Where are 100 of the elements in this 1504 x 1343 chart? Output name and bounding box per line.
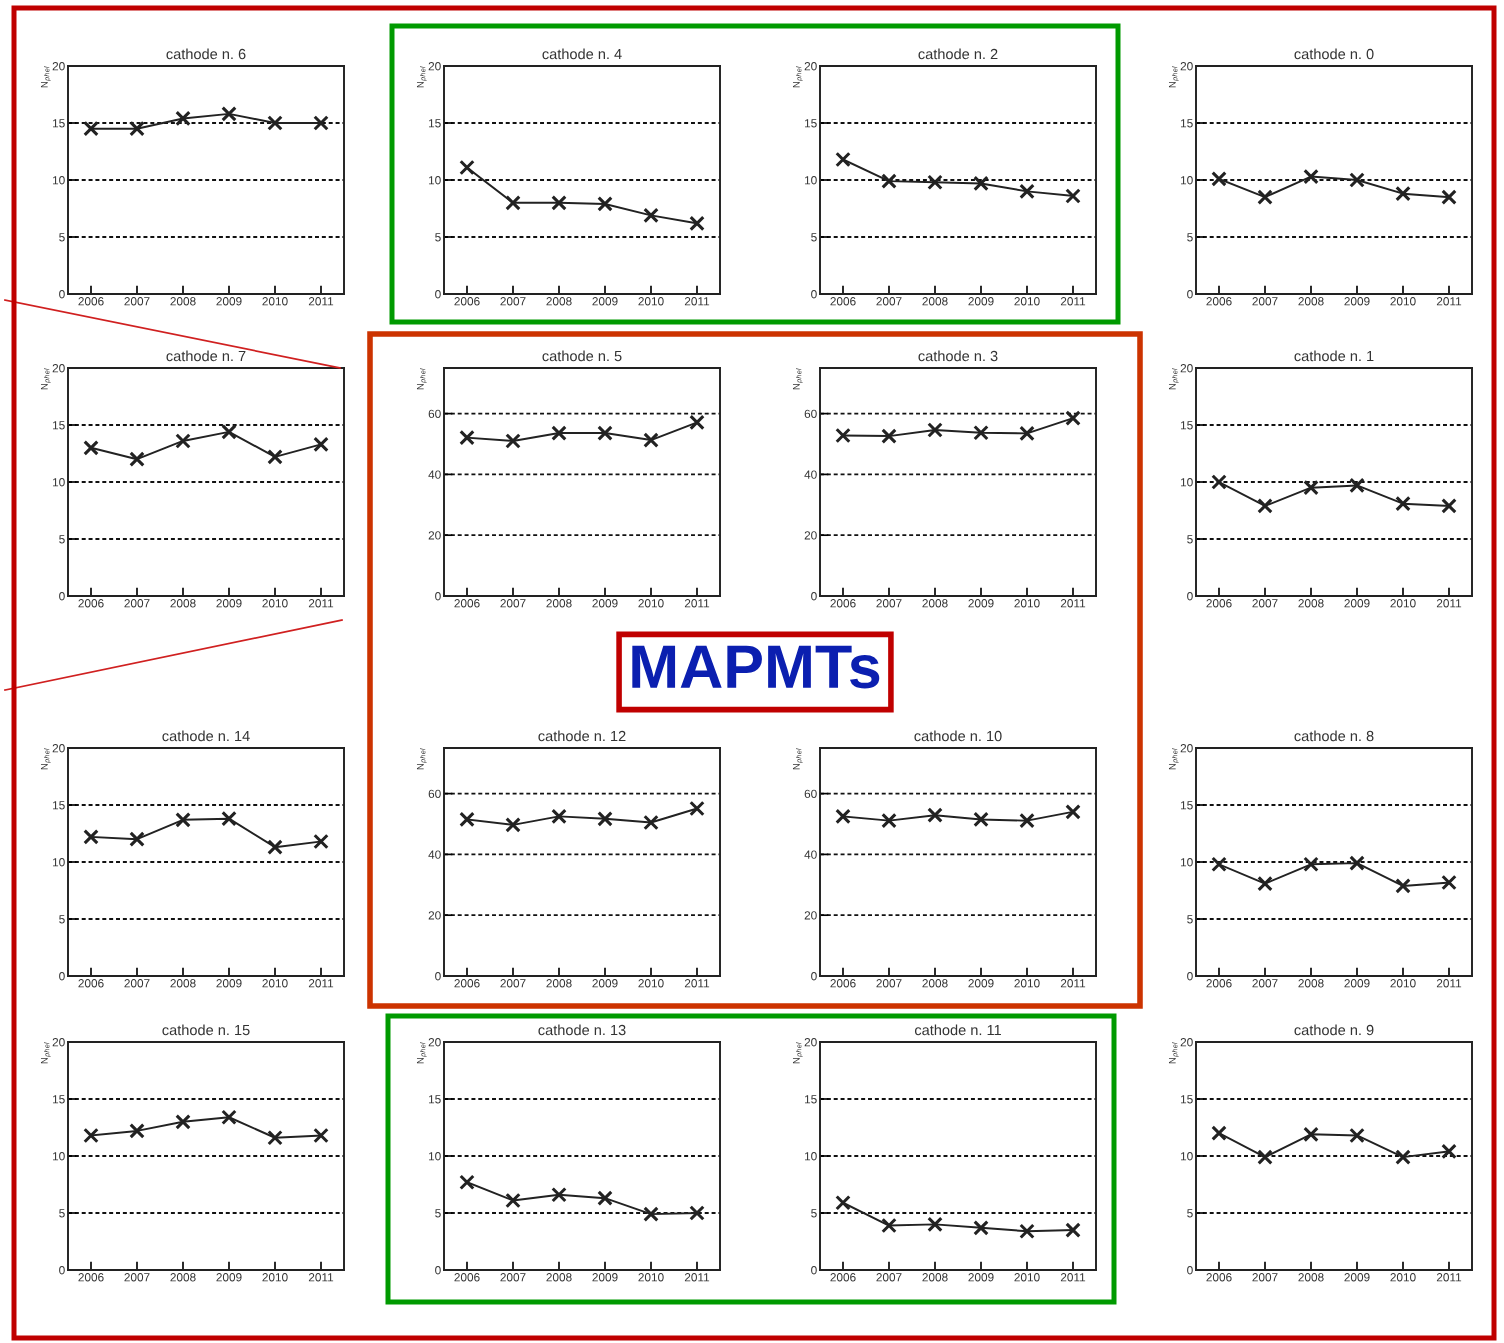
x-tick-label: 2010 bbox=[1014, 1273, 1040, 1282]
point bbox=[1211, 171, 1227, 187]
point bbox=[835, 151, 851, 168]
point bbox=[459, 429, 475, 446]
y-tick-label: 15 bbox=[52, 421, 65, 430]
y-tick-label: 15 bbox=[428, 1095, 441, 1104]
y-tick-label: 5 bbox=[435, 233, 441, 242]
y-tick-label: 20 bbox=[428, 911, 441, 920]
y-axis-title: N$_{phel}$ bbox=[416, 748, 427, 770]
y-axis-title: N$_{phel}$ bbox=[792, 748, 803, 770]
y-tick-label: 40 bbox=[428, 470, 441, 479]
point bbox=[175, 110, 191, 127]
point bbox=[1019, 1223, 1035, 1240]
x-tick-label: 2010 bbox=[1390, 297, 1416, 306]
y-axis-title: N$_{phel}$ bbox=[1168, 1042, 1179, 1064]
point bbox=[1395, 1149, 1411, 1165]
y-tick-label: 0 bbox=[1187, 1266, 1193, 1275]
point bbox=[835, 1194, 851, 1211]
point bbox=[1257, 875, 1273, 892]
x-tick-label: 2008 bbox=[170, 1273, 196, 1282]
point bbox=[597, 425, 613, 441]
chart-title: cathode n. 6 bbox=[166, 48, 246, 60]
x-tick-label: 2008 bbox=[170, 979, 196, 988]
y-tick-label: 10 bbox=[52, 858, 65, 867]
y-tick-label: 10 bbox=[52, 478, 65, 487]
chart-title: cathode n. 9 bbox=[1294, 1024, 1374, 1036]
y-tick-label: 20 bbox=[804, 62, 817, 71]
chart-title: cathode n. 12 bbox=[538, 730, 626, 742]
x-tick-label: 2007 bbox=[500, 599, 526, 608]
point bbox=[459, 1174, 475, 1190]
y-tick-label: 10 bbox=[1180, 858, 1193, 867]
y-axis-title: N$_{phel}$ bbox=[792, 66, 803, 88]
x-tick-label: 2007 bbox=[124, 1273, 150, 1282]
point bbox=[1065, 410, 1081, 426]
x-tick-label: 2006 bbox=[78, 599, 104, 608]
point bbox=[221, 810, 237, 827]
x-tick-label: 2011 bbox=[684, 297, 710, 306]
point bbox=[1303, 856, 1319, 873]
point bbox=[689, 414, 705, 431]
point bbox=[551, 425, 567, 441]
y-tick-label: 15 bbox=[804, 1095, 817, 1104]
x-tick-label: 2006 bbox=[1206, 599, 1232, 608]
y-axis-title: N$_{phel}$ bbox=[40, 368, 51, 390]
y-tick-label: 20 bbox=[428, 531, 441, 540]
point bbox=[267, 1129, 283, 1146]
point bbox=[129, 120, 145, 137]
x-tick-label: 2008 bbox=[922, 1273, 948, 1282]
y-tick-label: 15 bbox=[52, 1095, 65, 1104]
x-tick-label: 2010 bbox=[638, 297, 664, 306]
x-tick-label: 2007 bbox=[124, 979, 150, 988]
point bbox=[973, 424, 989, 441]
x-tick-label: 2011 bbox=[1436, 599, 1462, 608]
y-tick-label: 20 bbox=[1180, 62, 1193, 71]
point bbox=[505, 195, 521, 211]
y-tick-label: 0 bbox=[1187, 290, 1193, 299]
x-tick-label: 2007 bbox=[1252, 297, 1278, 306]
y-tick-label: 5 bbox=[1187, 1209, 1193, 1218]
x-tick-label: 2010 bbox=[1390, 1273, 1416, 1282]
x-tick-label: 2010 bbox=[1014, 599, 1040, 608]
y-tick-label: 0 bbox=[811, 290, 817, 299]
y-tick-label: 0 bbox=[59, 1266, 65, 1275]
point bbox=[1257, 498, 1273, 514]
point bbox=[221, 106, 237, 122]
point bbox=[1211, 474, 1227, 490]
x-tick-label: 2009 bbox=[1344, 297, 1370, 306]
x-tick-label: 2007 bbox=[500, 979, 526, 988]
point bbox=[1065, 1222, 1081, 1238]
point bbox=[505, 1192, 521, 1209]
y-tick-label: 0 bbox=[435, 972, 441, 981]
x-tick-label: 2006 bbox=[454, 297, 480, 306]
point bbox=[1019, 425, 1035, 442]
point bbox=[83, 440, 99, 456]
x-tick-label: 2010 bbox=[1390, 599, 1416, 608]
point bbox=[83, 1127, 99, 1144]
x-tick-label: 2010 bbox=[1390, 979, 1416, 988]
x-tick-label: 2010 bbox=[1014, 979, 1040, 988]
y-tick-label: 15 bbox=[1180, 1095, 1193, 1104]
point bbox=[597, 196, 613, 212]
y-tick-label: 5 bbox=[59, 1209, 65, 1218]
text: MAPMTs bbox=[632, 645, 880, 689]
y-axis-title: N$_{phel}$ bbox=[416, 66, 427, 88]
y-axis-title: N$_{phel}$ bbox=[40, 1042, 51, 1064]
y-tick-label: 5 bbox=[811, 1209, 817, 1218]
x-tick-label: 2008 bbox=[170, 297, 196, 306]
x-tick-label: 2007 bbox=[876, 979, 902, 988]
x-tick-label: 2007 bbox=[876, 599, 902, 608]
x-tick-label: 2008 bbox=[1298, 599, 1324, 608]
x-tick-label: 2008 bbox=[1298, 1273, 1324, 1282]
chart-title: cathode n. 7 bbox=[166, 350, 246, 362]
chart-title: cathode n. 5 bbox=[542, 350, 622, 362]
y-tick-label: 40 bbox=[804, 470, 817, 479]
x-tick-label: 2006 bbox=[454, 599, 480, 608]
y-axis-title: N$_{phel}$ bbox=[40, 748, 51, 770]
y-tick-label: 20 bbox=[52, 364, 65, 373]
x-tick-label: 2011 bbox=[308, 979, 334, 988]
point bbox=[221, 424, 237, 440]
point bbox=[927, 422, 943, 438]
x-tick-label: 2009 bbox=[216, 599, 242, 608]
x-tick-label: 2009 bbox=[968, 979, 994, 988]
point bbox=[83, 120, 99, 137]
